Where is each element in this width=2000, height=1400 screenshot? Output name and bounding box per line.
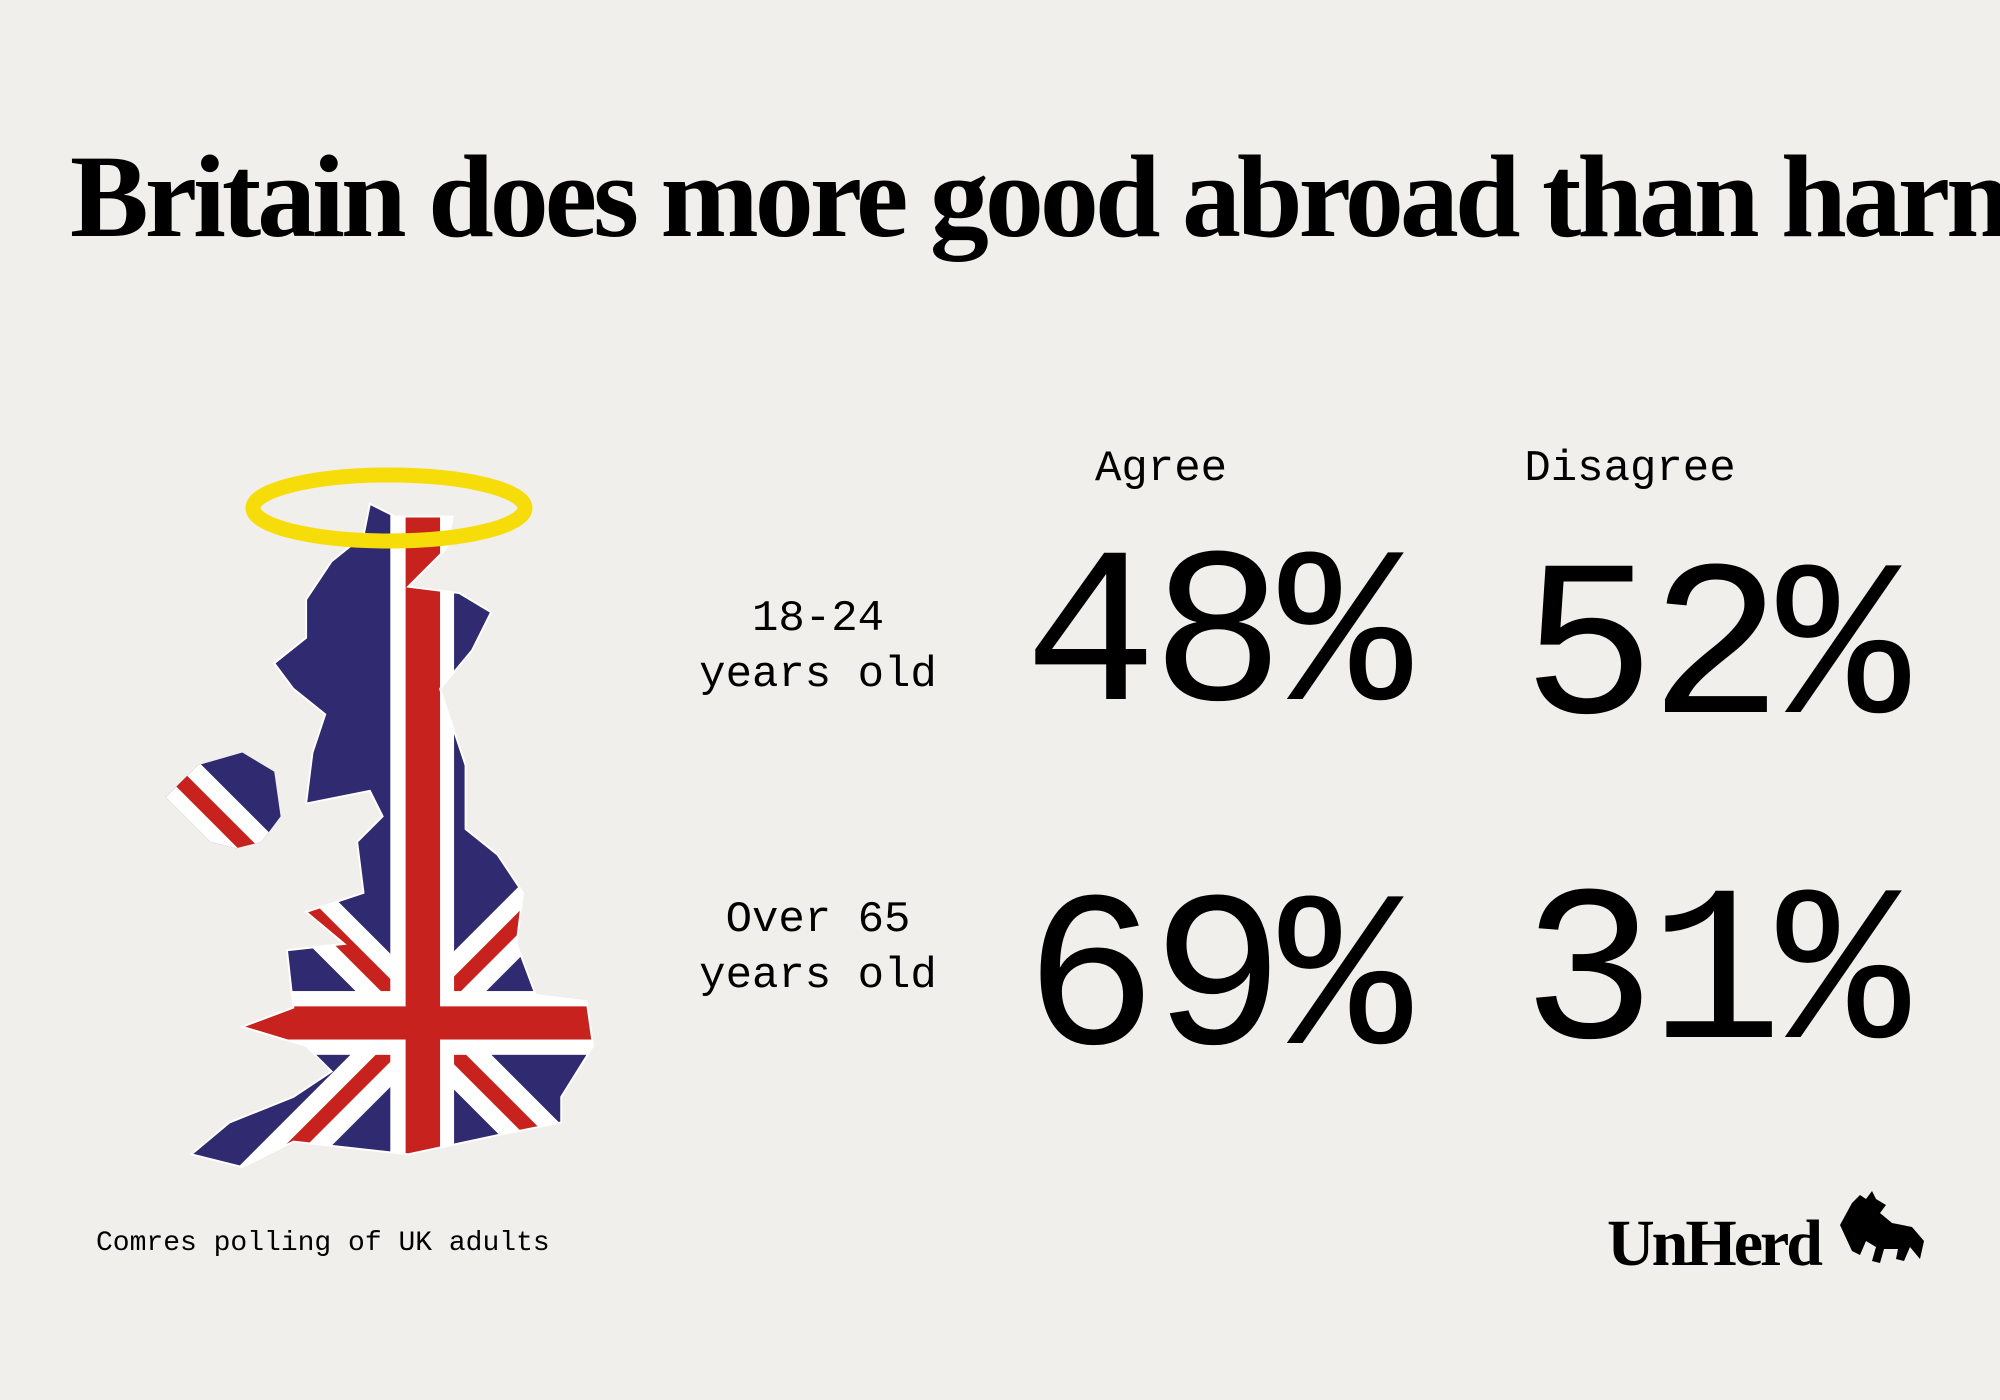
logo-bull (1840, 1191, 1924, 1263)
percentage: 69% (1024, 858, 1412, 1110)
logo: UnHerd (1607, 1207, 1822, 1280)
column-header: Disagree (1524, 444, 1735, 494)
title: Britain does more good abroad than harm (70, 131, 2000, 262)
column-header: Agree (1095, 444, 1227, 494)
row-label: years old (699, 951, 937, 1001)
row-label: 18-24 (752, 594, 884, 644)
percentage: 52% (1522, 527, 1910, 779)
source: Comres polling of UK adults (96, 1228, 550, 1259)
map-outline (189, 502, 595, 1169)
halo (245, 467, 533, 549)
percentage: 48% (1024, 514, 1412, 766)
row-label: years old (699, 650, 937, 700)
percentage: 31% (1522, 852, 1910, 1104)
row-label: Over 65 (726, 895, 911, 945)
uk-map (165, 503, 594, 1168)
